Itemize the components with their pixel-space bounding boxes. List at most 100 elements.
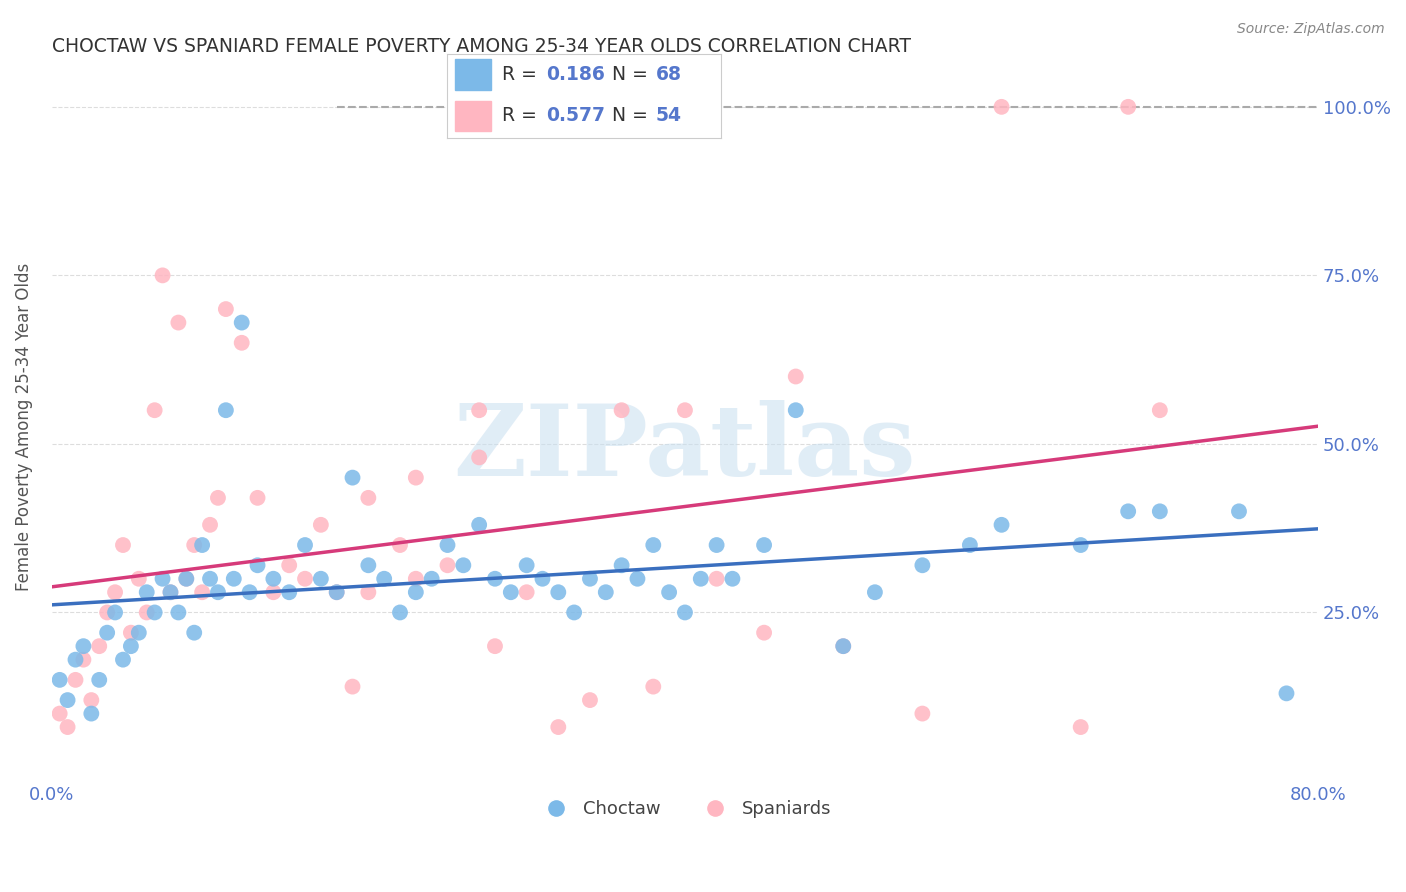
Spaniards — [342, 680, 364, 694]
Spaniards — [468, 450, 491, 465]
Choctaw — [484, 572, 506, 586]
Choctaw — [357, 558, 380, 573]
Text: 0.577: 0.577 — [546, 106, 605, 125]
Choctaw — [832, 639, 855, 653]
Choctaw — [1149, 504, 1171, 518]
Choctaw — [562, 606, 585, 620]
Choctaw — [405, 585, 427, 599]
Choctaw — [468, 517, 491, 532]
Choctaw — [56, 693, 79, 707]
Choctaw — [785, 403, 807, 417]
Spaniards — [357, 491, 380, 505]
Choctaw — [222, 572, 245, 586]
Choctaw — [120, 639, 142, 653]
Spaniards — [80, 693, 103, 707]
Choctaw — [183, 625, 205, 640]
Spaniards — [484, 639, 506, 653]
Choctaw — [231, 316, 253, 330]
Choctaw — [72, 639, 94, 653]
Spaniards — [547, 720, 569, 734]
Spaniards — [72, 653, 94, 667]
Choctaw — [207, 585, 229, 599]
Choctaw — [342, 470, 364, 484]
Text: N =: N = — [612, 106, 654, 125]
Spaniards — [104, 585, 127, 599]
Choctaw — [278, 585, 301, 599]
Spaniards — [128, 572, 150, 586]
Choctaw — [579, 572, 602, 586]
Choctaw — [531, 572, 554, 586]
Spaniards — [706, 572, 728, 586]
Choctaw — [104, 606, 127, 620]
Choctaw — [89, 673, 111, 687]
Choctaw — [658, 585, 681, 599]
Text: 68: 68 — [655, 65, 682, 84]
Spaniards — [309, 517, 332, 532]
Choctaw — [215, 403, 238, 417]
Spaniards — [198, 517, 221, 532]
Choctaw — [65, 653, 87, 667]
Choctaw — [959, 538, 981, 552]
Spaniards — [215, 302, 238, 317]
Spaniards — [120, 625, 142, 640]
Text: N =: N = — [612, 65, 654, 84]
Choctaw — [111, 653, 134, 667]
Choctaw — [294, 538, 316, 552]
Choctaw — [436, 538, 458, 552]
Spaniards — [516, 585, 538, 599]
Choctaw — [80, 706, 103, 721]
Text: ZIPatlas: ZIPatlas — [454, 400, 917, 497]
Choctaw — [239, 585, 262, 599]
Spaniards — [183, 538, 205, 552]
Spaniards — [143, 403, 166, 417]
Choctaw — [167, 606, 190, 620]
Spaniards — [152, 268, 174, 283]
Spaniards — [579, 693, 602, 707]
Choctaw — [499, 585, 522, 599]
Choctaw — [689, 572, 711, 586]
Choctaw — [453, 558, 475, 573]
Legend: Choctaw, Spaniards: Choctaw, Spaniards — [531, 793, 839, 825]
Spaniards — [89, 639, 111, 653]
Choctaw — [143, 606, 166, 620]
Spaniards — [357, 585, 380, 599]
Spaniards — [262, 585, 284, 599]
Choctaw — [159, 585, 181, 599]
Spaniards — [48, 706, 70, 721]
Spaniards — [1070, 720, 1092, 734]
Choctaw — [706, 538, 728, 552]
Choctaw — [595, 585, 617, 599]
Text: Source: ZipAtlas.com: Source: ZipAtlas.com — [1237, 22, 1385, 37]
Spaniards — [65, 673, 87, 687]
Choctaw — [721, 572, 744, 586]
Text: 0.186: 0.186 — [546, 65, 605, 84]
Choctaw — [198, 572, 221, 586]
Spaniards — [990, 100, 1012, 114]
Spaniards — [643, 680, 665, 694]
Text: R =: R = — [502, 106, 543, 125]
Spaniards — [785, 369, 807, 384]
Spaniards — [167, 316, 190, 330]
Choctaw — [373, 572, 395, 586]
Spaniards — [246, 491, 269, 505]
Choctaw — [176, 572, 198, 586]
Choctaw — [135, 585, 157, 599]
Spaniards — [135, 606, 157, 620]
Choctaw — [96, 625, 118, 640]
Choctaw — [1070, 538, 1092, 552]
Choctaw — [48, 673, 70, 687]
Choctaw — [1275, 686, 1298, 700]
Choctaw — [911, 558, 934, 573]
Spaniards — [325, 585, 347, 599]
Text: 54: 54 — [655, 106, 682, 125]
Spaniards — [56, 720, 79, 734]
Text: R =: R = — [502, 65, 543, 84]
Spaniards — [278, 558, 301, 573]
Choctaw — [752, 538, 775, 552]
Choctaw — [610, 558, 633, 573]
Choctaw — [990, 517, 1012, 532]
Spaniards — [405, 470, 427, 484]
Choctaw — [863, 585, 886, 599]
Bar — [456, 60, 491, 90]
Spaniards — [294, 572, 316, 586]
